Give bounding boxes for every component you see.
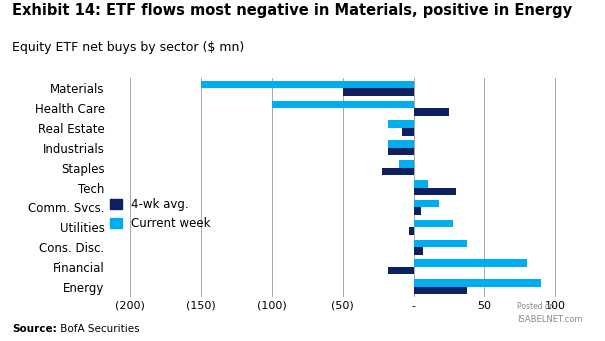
- Bar: [414, 200, 439, 207]
- Bar: [388, 267, 414, 275]
- Bar: [272, 101, 414, 108]
- Bar: [414, 260, 527, 267]
- Bar: [342, 88, 414, 96]
- Bar: [201, 81, 414, 88]
- Text: Posted on: Posted on: [517, 302, 555, 311]
- Bar: [414, 279, 541, 287]
- Text: Equity ETF net buys by sector ($ mn): Equity ETF net buys by sector ($ mn): [12, 41, 244, 54]
- Legend: 4-wk avg., Current week: 4-wk avg., Current week: [110, 198, 211, 230]
- Bar: [414, 180, 428, 188]
- Bar: [402, 128, 414, 136]
- Text: Source:: Source:: [12, 324, 57, 334]
- Bar: [388, 140, 414, 148]
- Bar: [414, 108, 449, 116]
- Bar: [414, 247, 424, 255]
- Text: Exhibit 14: ETF flows most negative in Materials, positive in Energy: Exhibit 14: ETF flows most negative in M…: [12, 3, 572, 18]
- Bar: [388, 148, 414, 155]
- Bar: [382, 168, 414, 175]
- Bar: [414, 207, 420, 215]
- Bar: [414, 239, 468, 247]
- Text: ISABELNET.com: ISABELNET.com: [517, 315, 583, 324]
- Bar: [414, 287, 468, 294]
- Text: BofA Securities: BofA Securities: [57, 324, 140, 334]
- Bar: [410, 227, 414, 235]
- Bar: [414, 188, 456, 195]
- Bar: [388, 120, 414, 128]
- Bar: [414, 220, 453, 227]
- Bar: [399, 160, 414, 168]
